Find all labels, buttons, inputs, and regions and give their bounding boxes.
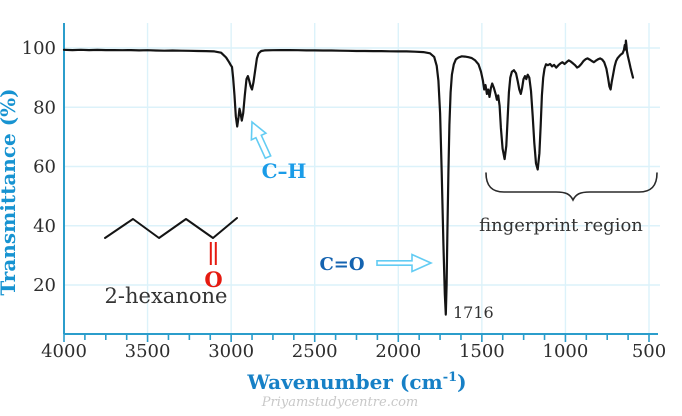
x-axis-title-main: Wavenumber (cm [246, 370, 442, 394]
x-tick-label: 4000 [41, 341, 87, 362]
y-axis-title: Transmittance (%) [0, 88, 20, 295]
spectrum-curve [62, 39, 635, 316]
molecule-name: 2-hexanone [105, 284, 228, 308]
x-tick-label: 1500 [459, 341, 505, 362]
y-tick-labels: 100 80 60 40 20 [22, 38, 56, 296]
oxygen-atom-label: O [204, 267, 222, 292]
x-tick-label: 500 [632, 341, 666, 362]
fingerprint-brace [485, 172, 658, 202]
molecule-structure-2-hexanone: O 2-hexanone [104, 217, 238, 308]
x-tick-label: 1000 [543, 341, 589, 362]
y-tick-label: 20 [33, 275, 56, 296]
ch-annotation-label: C–H [262, 159, 307, 183]
y-tick-label: 100 [22, 38, 56, 59]
gridlines [64, 23, 660, 334]
x-tick-label: 2500 [292, 341, 338, 362]
y-tick-label: 80 [33, 97, 56, 118]
molecule-skeleton [104, 217, 238, 239]
y-tick-label: 60 [33, 157, 56, 178]
x-axis-title-superscript: -1 [443, 370, 457, 385]
x-axis-title-close: ) [457, 370, 466, 394]
fingerprint-region-label: fingerprint region [479, 215, 643, 236]
x-axis-ticks [63, 334, 650, 342]
x-axis-title: Wavenumber (cm-1) [246, 370, 466, 394]
x-tick-labels: 4000 3500 3000 2500 2000 1500 1000 500 [41, 341, 666, 362]
ch-arrow-icon [250, 120, 272, 160]
co-annotation-label: C=O [319, 254, 364, 275]
watermark: Priyamstudycentre.com [261, 395, 419, 410]
co-arrow-icon [376, 253, 433, 273]
co-peak-wavenumber-label: 1716 [453, 303, 494, 322]
x-tick-label: 2000 [375, 341, 421, 362]
x-tick-label: 3500 [125, 341, 171, 362]
y-tick-label: 40 [33, 216, 56, 237]
x-tick-label: 3000 [208, 341, 254, 362]
